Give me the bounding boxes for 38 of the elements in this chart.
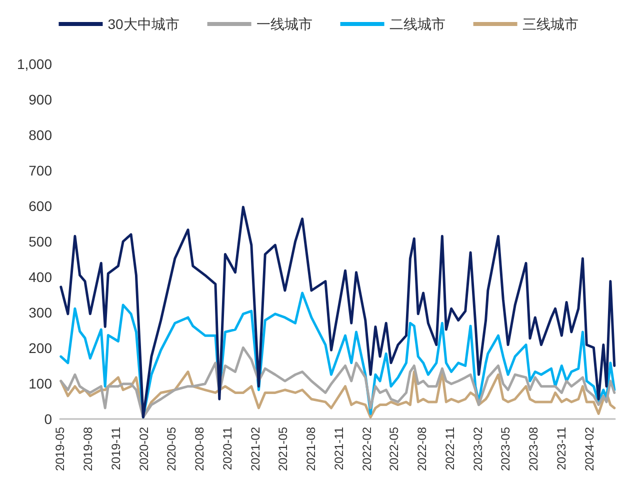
line-series [60,346,616,418]
line-series [60,206,616,418]
x-tick-label: 2021-02 [248,426,263,472]
x-tick-label: 2020-02 [137,426,152,472]
y-tick-label: 500 [28,234,52,250]
y-tick-label: 200 [28,340,52,356]
x-tick-label: 2022-08 [415,426,430,472]
legend-label: 一线城市 [256,16,312,32]
x-tick-label: 2022-05 [387,426,402,472]
y-tick-label: 100 [28,376,52,392]
x-tick-label: 2023-11 [554,426,568,470]
line-series [60,370,616,418]
x-tick-label: 2019-11 [109,426,124,470]
x-tick-label: 2023-08 [526,426,540,472]
x-tick-label: 2023-05 [498,426,512,472]
y-tick-label: 800 [28,127,52,143]
y-tick-label: 0 [44,411,52,427]
y-tick-label: 900 [28,92,52,108]
x-tick-label: 2024-02 [582,426,596,472]
x-tick-label: 2021-05 [276,426,290,472]
legend-label: 三线城市 [522,16,578,32]
x-tick-label: 2020-05 [164,426,179,472]
x-tick-label: 2020-11 [220,426,235,470]
y-tick-label: 400 [28,269,52,285]
x-tick-label: 2020-08 [192,426,207,472]
x-tick-label: 2022-11 [443,426,458,470]
y-tick-label: 600 [28,198,52,214]
legend-label: 30大中城市 [108,16,180,32]
y-tick-label: 700 [28,162,52,178]
x-tick-label: 2022-02 [360,426,374,472]
x-tick-label: 2019-08 [81,426,96,472]
y-tick-label: 300 [28,304,52,320]
x-tick-label: 2023-02 [471,426,486,472]
x-tick-label: 2019-05 [53,426,67,472]
y-tick-label: 1,000 [16,56,52,72]
legend-label: 二线城市 [389,16,446,32]
x-tick-label: 2021-11 [332,426,346,470]
x-tick-label: 2021-08 [304,426,318,472]
